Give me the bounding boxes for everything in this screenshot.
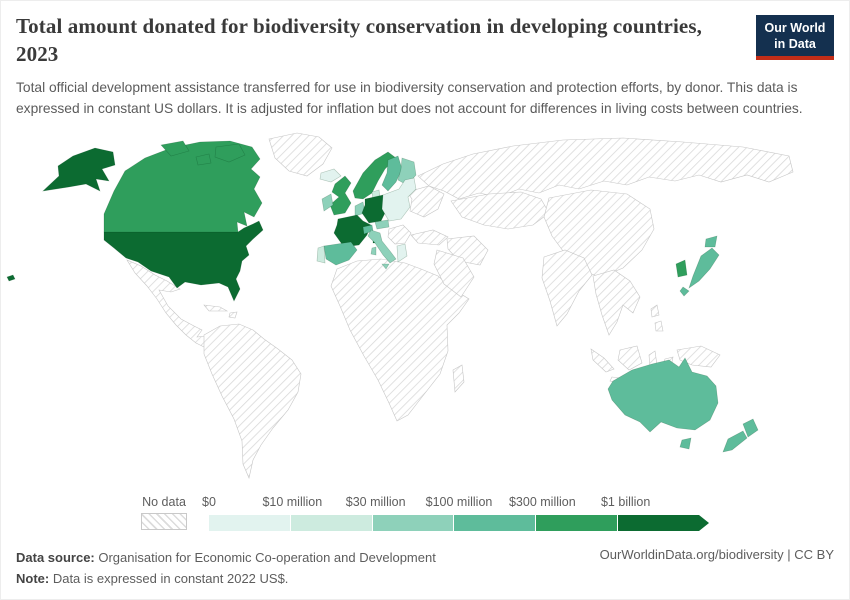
- legend-bar-group: $0 $10 million $30 million $100 million …: [202, 495, 709, 531]
- country-poland-baltics-block[interactable]: [381, 177, 417, 222]
- country-canada-arctic-3[interactable]: [195, 153, 212, 166]
- country-japan-kyushu[interactable]: [679, 286, 690, 297]
- logo-line-1: Our World: [764, 21, 826, 35]
- world-map: [1, 129, 849, 495]
- country-italy[interactable]: [367, 229, 397, 264]
- country-canada-arctic-2[interactable]: [214, 143, 246, 163]
- country-japan-honshu[interactable]: [688, 247, 720, 289]
- legend-no-data[interactable]: No data: [141, 495, 187, 530]
- legend-no-data-swatch[interactable]: [141, 513, 187, 530]
- country-greece[interactable]: [396, 243, 408, 263]
- country-ireland[interactable]: [321, 193, 334, 212]
- country-italy-sicily[interactable]: [381, 263, 390, 270]
- country-norway[interactable]: [352, 151, 397, 200]
- legend-bin-3[interactable]: [372, 515, 454, 531]
- data-source-text: Organisation for Economic Co-operation a…: [94, 550, 436, 565]
- region-madagascar-nodata[interactable]: [452, 364, 465, 393]
- country-portugal[interactable]: [316, 245, 326, 264]
- country-iceland[interactable]: [319, 168, 342, 183]
- legend-tick-2: $30 million: [345, 495, 406, 509]
- data-source-line: Data source: Organisation for Economic C…: [16, 547, 834, 568]
- legend-bin-4[interactable]: [454, 515, 536, 531]
- country-united-states-hawaii[interactable]: [6, 274, 16, 282]
- page-title: Total amount donated for biodiversity co…: [16, 14, 702, 66]
- legend-tick-1: $10 million: [262, 495, 323, 509]
- region-africa-nodata[interactable]: [330, 258, 470, 422]
- region-southeast-asia-nodata[interactable]: [592, 269, 641, 336]
- legend-tick-labels: $0 $10 million $30 million $100 million …: [202, 495, 709, 512]
- region-south-america-nodata[interactable]: [203, 323, 302, 479]
- legend-tick-4: $300 million: [508, 495, 576, 509]
- legend-bin-6[interactable]: [618, 515, 699, 531]
- country-united-states-alaska[interactable]: [42, 147, 116, 192]
- chart-footer: Data source: Organisation for Economic C…: [16, 547, 834, 589]
- country-new-zealand-south[interactable]: [722, 430, 748, 453]
- logo-line-2: in Data: [774, 36, 816, 51]
- owid-logo[interactable]: Our World in Data: [756, 15, 834, 61]
- country-austria[interactable]: [374, 219, 390, 230]
- footer-attribution: OurWorldinData.org/biodiversity | CC BY: [600, 547, 834, 562]
- license-badge: | CC BY: [783, 547, 834, 562]
- region-philippines-nodata[interactable]: [650, 304, 660, 318]
- legend-color-bar: [209, 515, 709, 531]
- country-south-korea[interactable]: [675, 259, 688, 278]
- region-central-asia-nodata[interactable]: [450, 191, 550, 230]
- country-sweden[interactable]: [381, 155, 403, 192]
- country-japan-hokkaido[interactable]: [704, 235, 718, 248]
- country-australia[interactable]: [607, 357, 719, 433]
- region-hispaniola-nodata[interactable]: [228, 311, 238, 319]
- owid-link[interactable]: OurWorldinData.org/biodiversity: [599, 547, 784, 562]
- region-balkans-nodata[interactable]: [387, 224, 412, 245]
- region-sumatra-nodata[interactable]: [590, 348, 615, 373]
- chart-subtitle: Total official development assistance tr…: [16, 80, 803, 117]
- region-new-guinea-nodata[interactable]: [676, 345, 721, 368]
- region-arabia-nodata[interactable]: [433, 249, 475, 298]
- legend-tick-0: $0: [202, 495, 216, 509]
- country-canada-arctic-1[interactable]: [160, 140, 190, 157]
- region-greenland-nodata[interactable]: [268, 132, 333, 177]
- region-india-nodata[interactable]: [541, 249, 593, 327]
- legend-bin-5[interactable]: [536, 515, 618, 531]
- region-ukraine-belarus-nodata[interactable]: [406, 185, 445, 218]
- legend-arrow-icon: [698, 515, 709, 531]
- note-label: Note:: [16, 571, 50, 587]
- country-italy-sardinia[interactable]: [370, 246, 377, 256]
- country-canada[interactable]: [103, 140, 263, 233]
- region-turkey-nodata[interactable]: [410, 229, 449, 246]
- region-russia-nodata[interactable]: [417, 137, 794, 200]
- legend-no-data-label: No data: [142, 495, 186, 509]
- region-philippines-south-nodata[interactable]: [654, 320, 664, 332]
- country-australia-tasmania[interactable]: [679, 437, 692, 450]
- region-borneo-nodata[interactable]: [617, 345, 643, 371]
- note-line: Note: Data is expressed in constant 2022…: [16, 568, 834, 589]
- legend-bin-2[interactable]: [290, 515, 372, 531]
- region-cuba-nodata[interactable]: [203, 304, 229, 312]
- legend-bin-1[interactable]: [209, 515, 290, 531]
- country-france[interactable]: [333, 214, 372, 248]
- note-text: Data is expressed in constant 2022 US$.: [49, 571, 289, 587]
- logo-accent-bar: [756, 56, 834, 61]
- country-new-zealand-north[interactable]: [742, 418, 759, 438]
- chart-header: Total amount donated for biodiversity co…: [16, 13, 834, 120]
- country-united-kingdom[interactable]: [329, 175, 352, 216]
- legend-tick-3: $100 million: [425, 495, 493, 509]
- country-spain[interactable]: [323, 241, 358, 266]
- country-united-states-mainland[interactable]: [103, 220, 264, 302]
- legend-tick-5: $1 billion: [600, 495, 651, 509]
- data-source-label: Data source:: [16, 550, 95, 565]
